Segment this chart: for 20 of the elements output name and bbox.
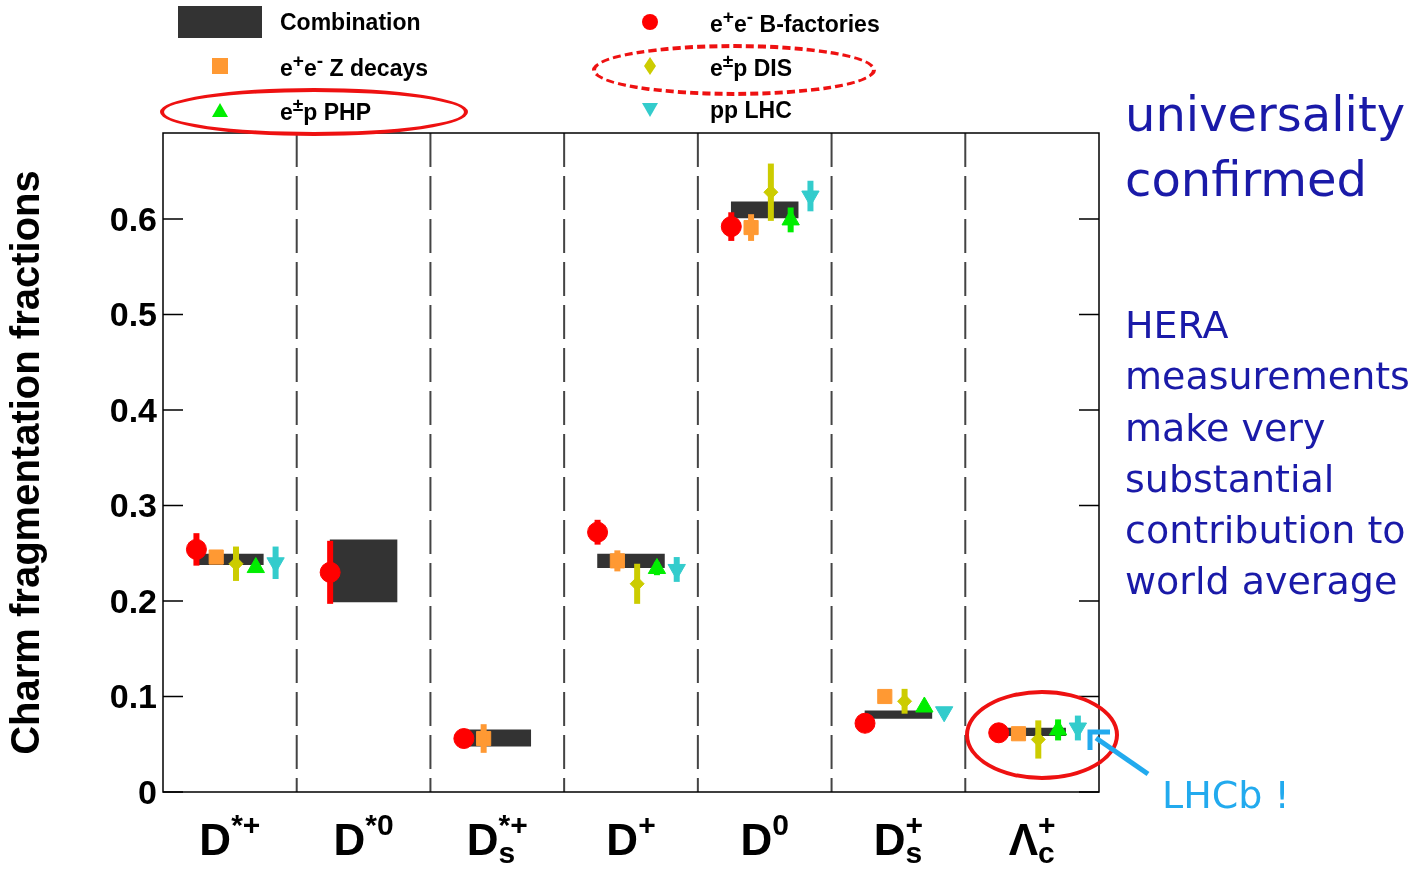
x-tick-label: D*+ xyxy=(199,808,261,864)
legend-label: Combination xyxy=(280,8,421,36)
text: HERA measurements make very substantial contribution to world average xyxy=(1125,302,1411,606)
legend-label: e$^{+}$e$^{-}$ B-factories xyxy=(710,6,880,38)
y-tick-label: 0.5 xyxy=(109,295,157,334)
y-tick-label: 0.6 xyxy=(109,199,157,238)
y-tick-label: 0.4 xyxy=(109,390,158,429)
bar xyxy=(329,539,398,603)
text: LHCb ! xyxy=(1162,772,1291,819)
x-tick-label: D+ xyxy=(606,808,656,864)
y-tick-label: 0.1 xyxy=(109,677,157,716)
legend-label: pp LHC xyxy=(710,96,792,124)
legend-label: e$^{±}$p PHP xyxy=(280,94,372,126)
legend-label: e$^{+}$e$^{-}$ Z decays xyxy=(280,50,429,82)
y-axis-title: Charm fragmentation fractions xyxy=(3,170,48,755)
y-tick-label: 0.2 xyxy=(109,581,157,620)
y-tick-label: 0.3 xyxy=(109,486,157,525)
y-tick-label: 0 xyxy=(138,773,157,811)
legend-label: e$^{±}$p DIS xyxy=(710,50,793,82)
text: universality confirmed xyxy=(1125,85,1407,209)
